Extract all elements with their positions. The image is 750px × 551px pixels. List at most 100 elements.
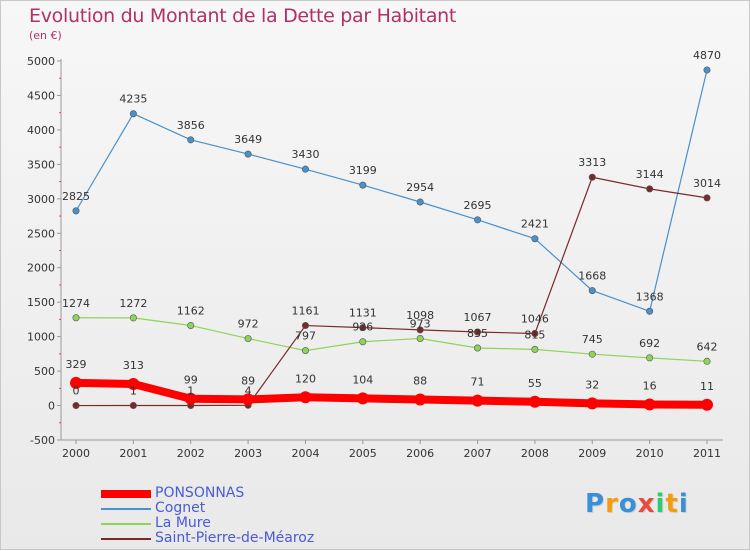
legend-label: PONSONNAS (155, 485, 245, 501)
data-point (301, 322, 309, 330)
data-point (588, 173, 596, 181)
data-point (703, 194, 711, 202)
data-point (359, 181, 367, 189)
logo-letter: P (585, 489, 606, 519)
legend-swatch (101, 522, 151, 525)
data-label: 1161 (291, 305, 319, 318)
data-label: 835 (467, 327, 488, 340)
data-point (474, 328, 482, 336)
data-point (703, 66, 711, 74)
data-label: 3014 (693, 177, 721, 190)
proxiti-logo: Proxiti (585, 489, 689, 519)
data-label: 4 (245, 384, 252, 397)
legend-swatch (101, 537, 151, 540)
data-point (416, 326, 424, 334)
y-tick-label: -500 (30, 434, 55, 447)
legend-item: PONSONNAS (101, 486, 314, 501)
data-label: 972 (238, 318, 259, 331)
chart-unit-label: (en €) (29, 29, 62, 42)
data-point (703, 357, 711, 365)
data-label: 55 (528, 377, 542, 390)
data-label: 926 (352, 321, 373, 334)
data-label: 3649 (234, 133, 262, 146)
y-tick-label: 5000 (27, 55, 55, 68)
x-tick-label: 2008 (521, 447, 549, 460)
data-label: 88 (413, 374, 427, 387)
data-point (646, 307, 654, 315)
legend-swatch (101, 507, 151, 510)
data-point (129, 401, 137, 409)
x-tick-label: 2011 (693, 447, 721, 460)
data-point (414, 393, 427, 406)
data-point (643, 398, 656, 411)
data-point (588, 287, 596, 295)
data-label: 4235 (119, 93, 147, 106)
y-tick-label: 3500 (27, 158, 55, 171)
y-tick-label: 500 (34, 365, 55, 378)
data-point (531, 345, 539, 353)
data-label: 2695 (464, 199, 492, 212)
legend-label: Saint-Pierre-de-Méaroz (155, 530, 315, 546)
data-label: 745 (582, 333, 603, 346)
data-label: 642 (697, 340, 718, 353)
logo-letter: i (678, 489, 689, 519)
data-label: 1272 (119, 297, 147, 310)
data-point (187, 136, 195, 144)
chart-legend: PONSONNAS Cognet La Mure Saint-Pierre-de-Mé… (101, 486, 314, 546)
data-label: 1098 (406, 309, 434, 322)
legend-item: Saint-Pierre-de-Méaroz (101, 531, 314, 546)
legend-swatch (101, 489, 151, 498)
data-point (72, 207, 80, 215)
legend-label: La Mure (155, 515, 211, 531)
x-tick-label: 2001 (119, 447, 147, 460)
series-line-0 (72, 378, 711, 409)
data-point (129, 110, 137, 118)
data-label: 1274 (62, 297, 90, 310)
x-tick-label: 2003 (234, 447, 262, 460)
logo-letter: x (637, 489, 656, 519)
data-point (244, 335, 252, 343)
data-label: 973 (410, 317, 431, 330)
data-point (474, 216, 482, 224)
x-tick-label: 2006 (406, 447, 434, 460)
data-label: 2825 (62, 190, 90, 203)
data-point (416, 334, 424, 342)
data-label: 4870 (693, 49, 721, 62)
data-point (301, 347, 309, 355)
y-tick-label: 4500 (27, 89, 55, 102)
y-tick-label: 2000 (27, 262, 55, 275)
data-point (588, 350, 596, 358)
y-tick-label: 4000 (27, 124, 55, 137)
x-tick-label: 2007 (464, 447, 492, 460)
data-point (646, 354, 654, 362)
data-label: 329 (66, 358, 87, 371)
data-point (299, 391, 312, 404)
data-label: 1668 (578, 270, 606, 283)
legend-label: Cognet (155, 500, 206, 516)
data-label: 104 (352, 373, 373, 386)
data-label: 32 (585, 378, 599, 391)
logo-letter: t (665, 489, 679, 519)
data-point (72, 314, 80, 322)
data-label: 3430 (291, 148, 319, 161)
data-point (701, 398, 713, 411)
legend-item: La Mure (101, 516, 314, 531)
data-label: 1162 (177, 304, 205, 317)
y-tick-label: 3000 (27, 193, 55, 206)
x-tick-label: 2002 (177, 447, 205, 460)
data-point (586, 397, 599, 410)
data-point (528, 395, 541, 408)
data-label: 1067 (464, 311, 492, 324)
logo-letter: o (618, 489, 638, 519)
series-line-2 (75, 317, 708, 362)
y-tick-label: 0 (48, 400, 55, 413)
data-label: 1 (187, 384, 194, 397)
data-point (242, 393, 255, 406)
data-point (359, 324, 367, 332)
data-point (70, 376, 82, 389)
y-tick-label: 1000 (27, 331, 55, 344)
data-label: 89 (241, 374, 255, 387)
data-label: 0 (73, 385, 80, 398)
logo-letter: r (605, 489, 619, 519)
